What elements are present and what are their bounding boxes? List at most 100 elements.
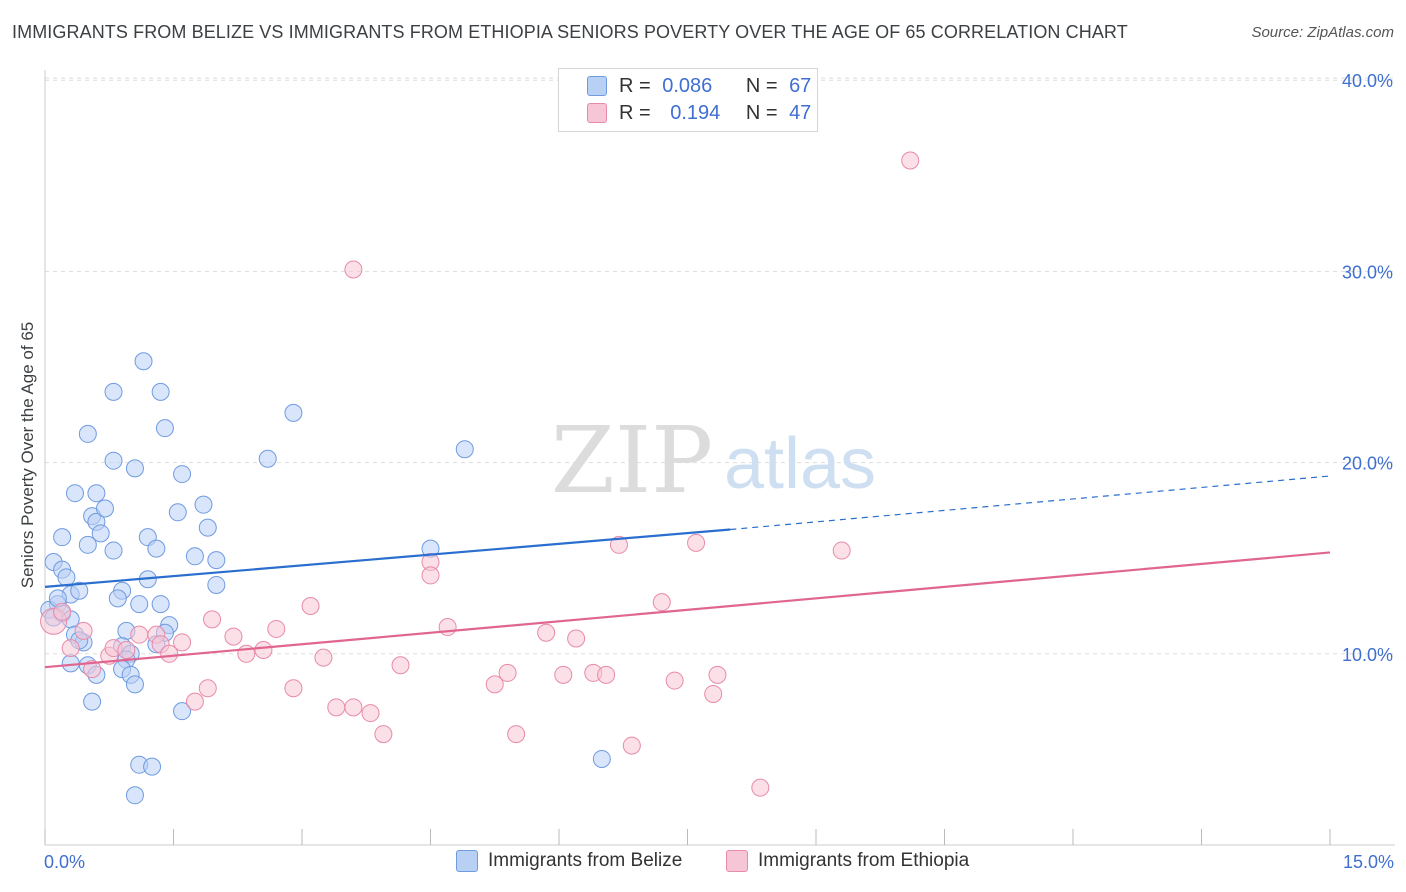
data-point-ethiopia [901, 151, 920, 170]
r-value-ethiopia: 0.194 [670, 101, 721, 124]
data-point-belize [143, 757, 162, 776]
data-point-belize [95, 499, 114, 518]
data-point-ethiopia [485, 675, 504, 694]
data-point-ethiopia [374, 725, 393, 744]
data-point-ethiopia [284, 679, 303, 698]
legend-swatch-belize [456, 850, 478, 872]
data-point-belize [104, 451, 123, 470]
trend-lines [44, 475, 1331, 669]
n-value-ethiopia: 47 [789, 101, 812, 124]
data-point-ethiopia [652, 593, 671, 612]
data-point-ethiopia [391, 656, 410, 675]
data-point-belize [87, 484, 106, 503]
data-point-ethiopia [267, 619, 286, 638]
series-legend: Immigrants from Belize Immigrants from E… [0, 850, 1406, 878]
data-point-belize [108, 589, 127, 608]
y-tick-labels: 10.0% 20.0% 30.0% 40.0% [1342, 71, 1393, 665]
data-point-belize [65, 484, 84, 503]
y-tick-label: 40.0% [1342, 71, 1393, 91]
data-point-belize [151, 382, 170, 401]
data-point-belize [185, 547, 204, 566]
data-point-belize [207, 551, 226, 570]
legend-swatch-ethiopia [587, 103, 607, 123]
data-point-belize [78, 424, 97, 443]
data-point-ethiopia [687, 533, 706, 552]
n-label: N = [745, 101, 778, 124]
r-label: R = [619, 74, 651, 97]
n-label: N = [745, 74, 778, 97]
data-point-belize [125, 675, 144, 694]
data-point-belize [173, 465, 192, 484]
data-point-belize [53, 528, 72, 547]
data-point-ethiopia [622, 736, 641, 755]
data-point-belize [130, 595, 149, 614]
data-point-ethiopia [609, 535, 628, 554]
data-point-ethiopia [83, 660, 102, 679]
data-point-belize [194, 495, 213, 514]
data-point-belize [258, 449, 277, 468]
data-point-ethiopia [498, 663, 517, 682]
data-point-belize [168, 503, 187, 522]
y-tick-label: 10.0% [1342, 645, 1393, 665]
data-point-ethiopia [751, 778, 770, 797]
data-point-ethiopia [314, 648, 333, 667]
data-point-belize [134, 352, 153, 371]
y-tick-label: 20.0% [1342, 454, 1393, 474]
data-point-belize [104, 541, 123, 560]
data-point-belize [125, 786, 144, 805]
data-point-ethiopia [224, 627, 243, 646]
trend-line-belize-extension [730, 475, 1331, 531]
data-point-belize [147, 539, 166, 558]
data-point-ethiopia [203, 610, 222, 629]
data-point-ethiopia [554, 665, 573, 684]
data-point-ethiopia [832, 541, 851, 560]
data-point-ethiopia [117, 640, 136, 659]
data-point-belize [592, 749, 611, 768]
series-belize-points [40, 352, 611, 805]
x-tick-max: 15.0% [1342, 852, 1394, 872]
legend-item-belize: Immigrants from Belize [456, 850, 682, 872]
y-tick-label: 30.0% [1342, 262, 1393, 282]
chart-title: IMMIGRANTS FROM BELIZE VS IMMIGRANTS FRO… [12, 22, 1128, 42]
data-point-ethiopia [344, 698, 363, 717]
data-point-ethiopia [173, 633, 192, 652]
legend-item-ethiopia: Immigrants from Ethiopia [726, 850, 969, 872]
data-point-belize [57, 568, 76, 587]
data-point-ethiopia [567, 629, 586, 648]
legend-swatch-ethiopia [726, 850, 748, 872]
r-label: R = [619, 101, 651, 124]
data-point-ethiopia [537, 623, 556, 642]
series-ethiopia-points [40, 151, 920, 797]
data-point-ethiopia [704, 684, 723, 703]
trend-line-belize [44, 528, 731, 588]
legend-label-belize: Immigrants from Belize [488, 850, 683, 871]
r-value-belize: 0.086 [662, 74, 713, 97]
data-point-belize [198, 518, 217, 537]
data-point-ethiopia [665, 671, 684, 690]
data-point-belize [125, 459, 144, 478]
data-point-ethiopia [421, 566, 440, 585]
trend-line-ethiopia [44, 551, 1331, 669]
data-point-ethiopia [361, 704, 380, 723]
stats-legend: R = 0.086 N = 67 R = 0.194 N = 47 [558, 68, 818, 132]
legend-label-ethiopia: Immigrants from Ethiopia [758, 850, 970, 871]
data-point-belize [104, 382, 123, 401]
data-point-belize [284, 403, 303, 422]
x-tick-min: 0.0% [44, 852, 86, 872]
watermark: ZIP atlas [551, 407, 876, 514]
n-value-belize: 67 [789, 74, 812, 97]
watermark-atlas: atlas [724, 424, 876, 504]
source-label: Source: ZipAtlas.com [1251, 24, 1394, 41]
data-point-belize [207, 575, 226, 594]
data-point-belize [151, 595, 170, 614]
data-point-ethiopia [198, 679, 217, 698]
data-point-belize [83, 692, 102, 711]
data-point-ethiopia [74, 621, 93, 640]
data-point-ethiopia [301, 597, 320, 615]
data-point-ethiopia [254, 640, 273, 659]
data-point-belize [91, 524, 110, 543]
data-point-belize [455, 440, 474, 459]
data-point-belize [155, 419, 174, 438]
legend-swatch-belize [587, 76, 607, 96]
